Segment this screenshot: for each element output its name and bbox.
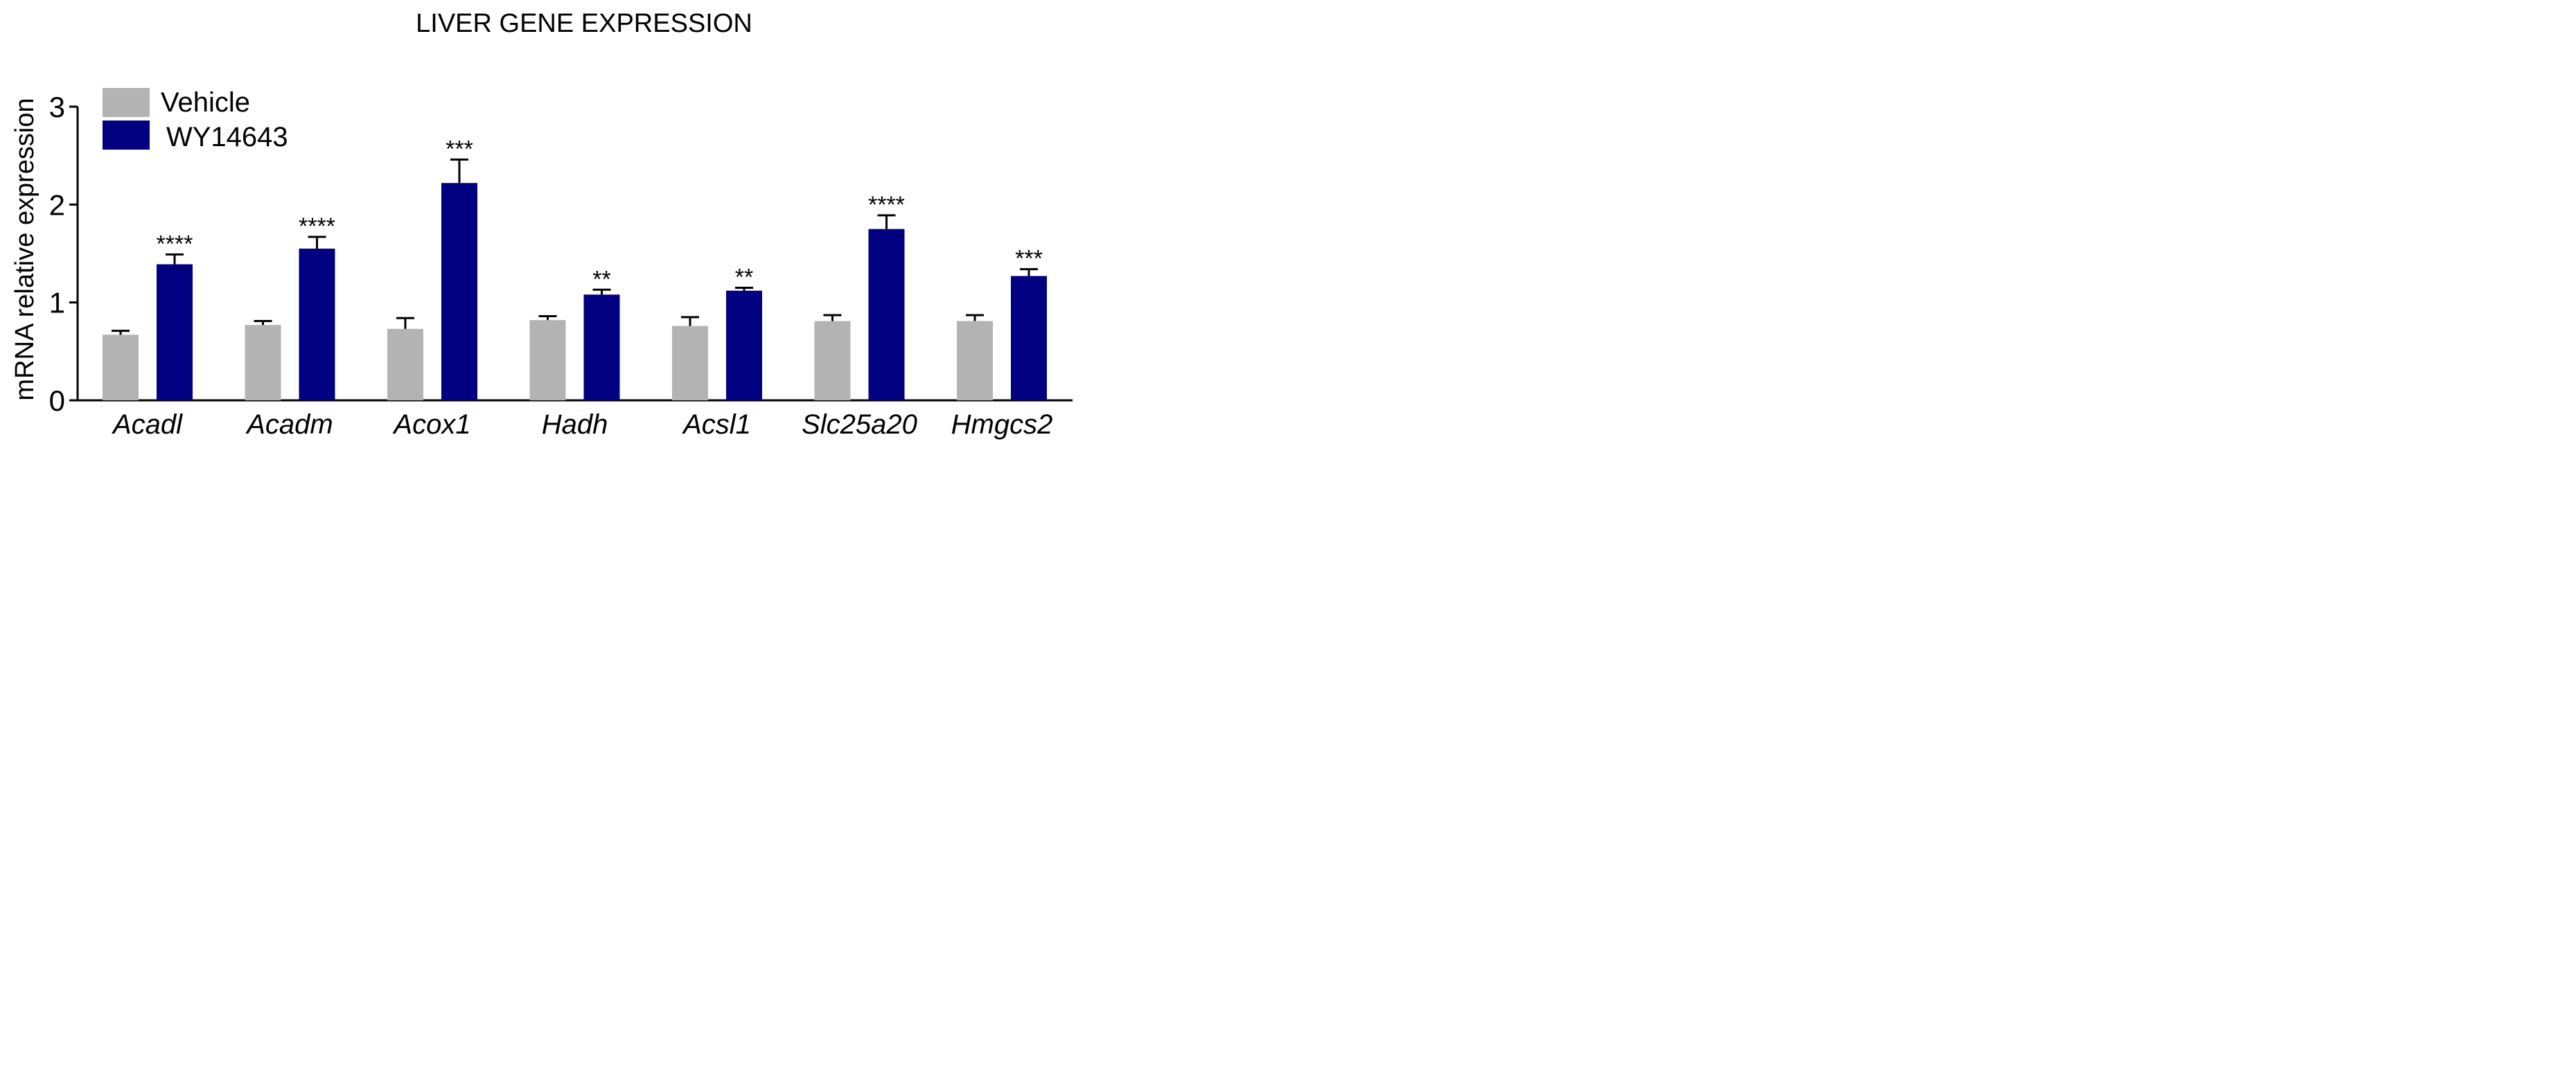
chart-title: LIVER GENE EXPRESSION (416, 9, 752, 38)
bar (868, 229, 905, 400)
legend-swatch-vehicle (103, 88, 150, 117)
significance-label: *** (1015, 246, 1043, 272)
x-tick-label: Hmgcs2 (951, 409, 1053, 440)
bars (103, 183, 1047, 400)
bar (726, 290, 762, 400)
y-tick-label: 2 (49, 188, 65, 221)
legend-swatch-wy14643 (103, 121, 150, 150)
y-axis-label: mRNA relative expression (10, 98, 39, 400)
bar-chart: LIVER GENE EXPRESSION mRNA relative expr… (10, 9, 1073, 440)
bar (1011, 276, 1047, 400)
significance-label: ** (592, 266, 610, 292)
significance-label: *** (445, 136, 473, 162)
y-tick-label: 1 (49, 287, 65, 319)
bar (245, 325, 281, 400)
bar (387, 328, 423, 400)
x-axis-ticks: Acadl Acadm Acox1 Hadh Acsl1 Slc25a20 Hmgcs2 (112, 409, 1052, 440)
bar (529, 320, 566, 400)
bar (672, 326, 708, 400)
bar (299, 248, 335, 400)
bar (583, 294, 620, 400)
legend-label-wy14643: WY14643 (166, 122, 288, 152)
legend: Vehicle WY14643 (103, 87, 288, 152)
significance-label: ** (735, 264, 753, 290)
x-tick-label: Acadl (112, 409, 183, 440)
x-tick-label: Acsl1 (682, 409, 751, 440)
bar (814, 321, 851, 400)
y-axis-ticks: 0 1 2 3 (49, 91, 78, 417)
legend-label-vehicle: Vehicle (161, 87, 250, 118)
y-tick-label: 0 (49, 384, 65, 417)
bar (157, 264, 193, 400)
error-bars (112, 158, 1038, 335)
x-tick-label: Slc25a20 (802, 409, 917, 440)
significance-label: **** (299, 213, 335, 240)
bar (957, 321, 993, 400)
significance-label: **** (868, 192, 905, 218)
bar (103, 335, 139, 400)
significance-labels: ************* ********* (157, 136, 1043, 292)
x-tick-label: Hadh (542, 409, 608, 440)
x-tick-label: Acadm (245, 409, 333, 440)
x-tick-label: Acox1 (392, 409, 470, 440)
axes (76, 107, 1073, 402)
chart: LIVER GENE EXPRESSION mRNA relative expr… (0, 0, 1086, 450)
significance-label: **** (157, 231, 193, 257)
bar (441, 183, 477, 400)
y-tick-label: 3 (49, 91, 65, 123)
